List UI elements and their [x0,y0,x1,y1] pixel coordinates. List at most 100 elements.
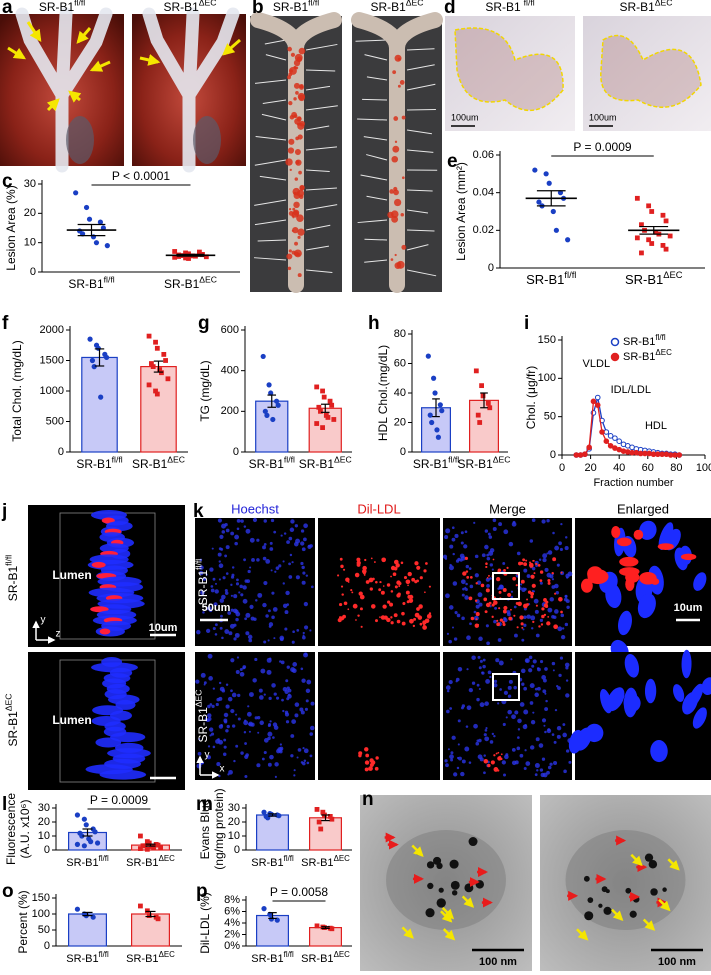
y-tick-label: 40 [394,387,406,399]
point [565,237,571,243]
y-tick-label: 0 [488,262,494,274]
p-value: P < 0.0001 [112,169,170,183]
nucleus [301,565,305,570]
genotype-base: SR-B1 [301,953,333,965]
nucleus [536,667,540,670]
point [275,402,281,408]
nucleus [223,745,227,749]
nucleus [300,529,305,533]
nucleus [300,541,305,546]
point [435,434,441,440]
point [329,402,335,408]
nucleus [456,613,461,618]
micrograph [360,795,532,971]
nucleus [531,518,536,523]
nucleus [484,529,489,533]
dil-ldl [416,579,420,583]
nucleus [460,541,464,545]
lesion [391,210,399,218]
nucleus [303,625,309,630]
dil-ldl [340,585,344,588]
y-tick-label: 100 [538,372,556,384]
dil-ldl [382,604,387,609]
nucleus [291,640,295,644]
nucleus [538,743,544,748]
dil-ldl [409,618,414,624]
nucleus [300,710,305,715]
nucleus [546,519,550,523]
genotype-base: SR-B1 [66,953,98,965]
nucleus [484,729,488,732]
point [594,394,601,401]
nucleus [221,523,226,529]
nucleus [455,559,460,563]
nucleus [244,617,248,621]
nucleus [566,605,570,610]
nucleus [519,753,524,758]
nucleus [294,524,299,528]
nucleus [488,535,493,539]
nucleus [547,765,552,770]
genotype-label: SR-B1fl/fl [251,854,294,869]
nucleus [288,575,293,579]
genotype-superscript: fl/fl [99,854,109,863]
point [649,241,655,246]
gold-particle [603,906,612,915]
genotype-superscript: ΔEC [199,275,217,285]
point [270,416,276,423]
pin [360,174,388,181]
genotype-base: SR-B1 [163,0,199,14]
pin [259,175,287,181]
nucleus [263,750,267,755]
nucleus [218,563,224,569]
dil-ldl [403,576,408,580]
genotype-label: SR-B1ΔEC [299,455,352,471]
y-tick-label: 0 [30,266,36,278]
dil-ldl [475,618,478,621]
point [599,429,605,435]
nucleus [198,570,204,576]
point [264,412,270,418]
dil-ldl [462,571,467,576]
dil-ldl [539,579,543,582]
dil-ldl [523,603,528,609]
nucleus [207,745,211,748]
nucleus [288,536,293,541]
dil-ldl [506,566,509,569]
nucleus [531,566,536,571]
nucleus [535,633,540,638]
nucleus [478,688,481,691]
nucleus [564,622,569,627]
micrograph [195,518,315,646]
dil-ldl [358,751,363,756]
point [158,845,163,851]
dil-ldl [493,767,499,772]
nucleus [516,746,521,751]
nucleus [227,696,233,702]
nucleus [493,734,496,738]
dil-ldl [398,584,401,587]
y-tick-label: 10 [38,830,50,842]
nucleus [457,719,461,723]
x-tick-label: 100 [696,462,711,474]
lesion [393,116,399,121]
y-tick-label: 10 [228,830,240,842]
nucleus [223,738,227,742]
dil-ldl [532,620,535,623]
nucleus [303,652,309,658]
nucleus [513,685,517,690]
nucleus [301,678,306,683]
nucleus [230,709,235,714]
lesion [294,241,299,246]
nucleus [469,622,472,626]
bar [255,400,289,453]
point [144,846,150,852]
dil-ldl [401,611,405,616]
nucleus [563,769,567,774]
dil-ldl [484,610,488,614]
y-axis-label: Chol. (μg/fr) [524,366,538,430]
nucleus [483,771,486,775]
dil-ldl [465,570,469,573]
nucleus [531,627,534,630]
